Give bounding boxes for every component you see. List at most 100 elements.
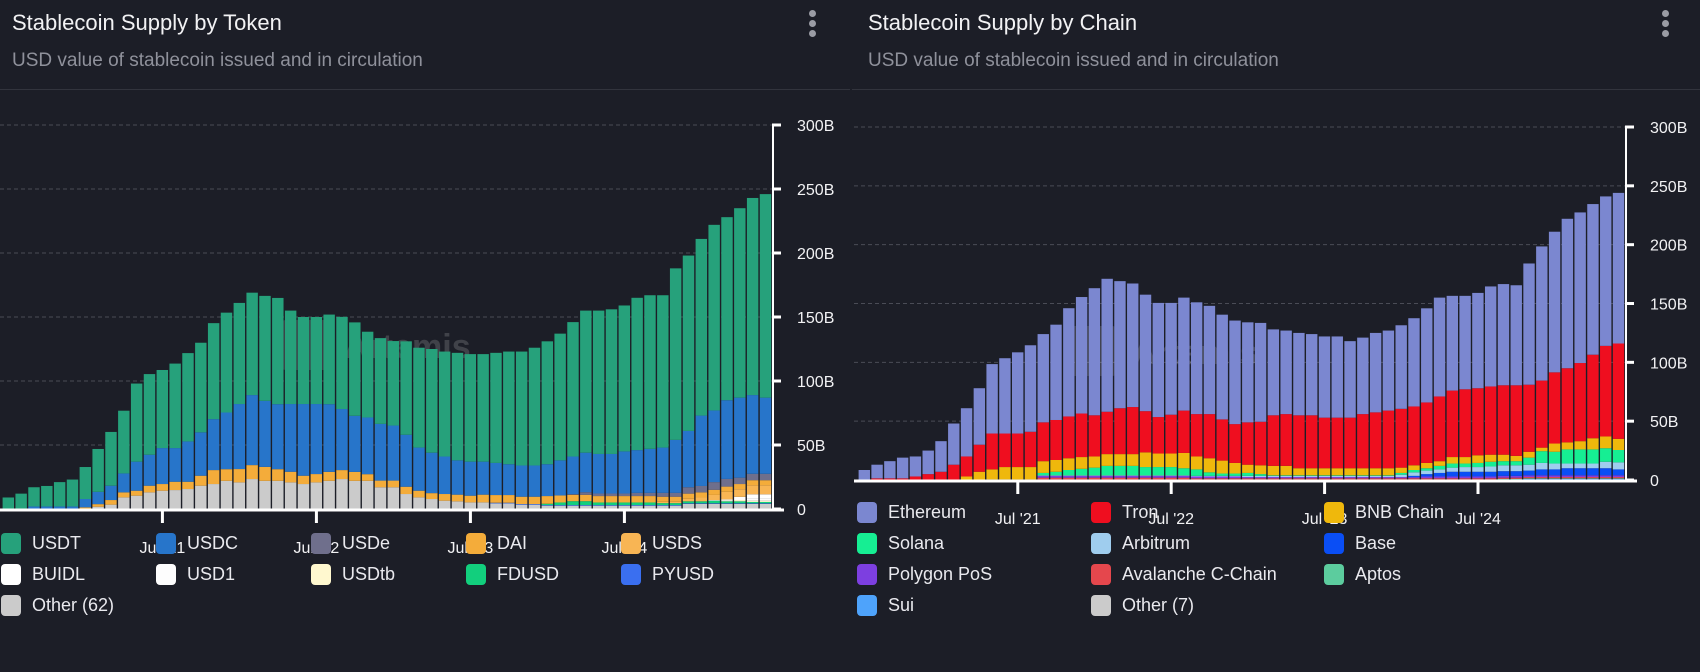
legend-item-usdc[interactable]: USDC <box>156 532 238 554</box>
bar-segment-avalanche-c-chain <box>1472 478 1484 480</box>
bar-segment-usdt <box>657 295 669 448</box>
bar-segment-fdusd <box>734 501 746 504</box>
bar-segment-sui <box>1548 478 1561 480</box>
legend-item-ethereum[interactable]: Ethereum <box>857 501 966 523</box>
bar-segment-usdt <box>682 255 695 431</box>
bar-segment-usds <box>695 497 708 502</box>
token-supply-chart: Artemis050B100B150B200B250B300BJul '21Ju… <box>0 118 834 557</box>
bar-segment-polygon-pos <box>1306 477 1318 479</box>
bar-segment-base <box>1433 472 1446 477</box>
bar-segment-aptos <box>1561 478 1574 479</box>
legend-item-base[interactable]: Base <box>1324 532 1396 554</box>
bar-segment-ethereum <box>1433 297 1446 397</box>
bar-segment-base <box>1548 469 1561 476</box>
bar-segment-arbitrum <box>1127 475 1139 476</box>
bar-segment-solana <box>1344 475 1356 476</box>
bar-segment-bnb-chain <box>1127 454 1139 466</box>
bar-segment-usdc <box>426 452 438 494</box>
legend-item-usds[interactable]: USDS <box>621 532 702 554</box>
bar-segment-other-62 <box>759 503 772 509</box>
bar-segment-fdusd <box>618 502 631 506</box>
legend-item-solana[interactable]: Solana <box>857 532 944 554</box>
legend-item-other-62[interactable]: Other (62) <box>1 594 114 616</box>
bar-segment-dai <box>657 496 669 502</box>
legend-item-tron[interactable]: Tron <box>1091 501 1158 523</box>
bar-segment-other-62 <box>220 480 233 509</box>
bar-segment-ethereum <box>1075 297 1088 414</box>
bar-segment-pyusd <box>734 503 746 504</box>
bar-segment-tron <box>1561 368 1574 443</box>
legend-item-usde[interactable]: USDe <box>311 532 390 554</box>
y-tick-label: 100B <box>797 374 834 391</box>
bar-segment-arbitrum <box>1165 475 1177 476</box>
bar-segment-base <box>1574 468 1586 476</box>
legend-item-buidl[interactable]: BUIDL <box>1 563 85 585</box>
bar-segment-avalanche-c-chain <box>1497 477 1510 479</box>
bar-segment-usdt <box>567 322 579 457</box>
bar-segment-solana <box>1127 465 1139 476</box>
legend-item-usd1[interactable]: USD1 <box>156 563 235 585</box>
legend-item-fdusd[interactable]: FDUSD <box>466 563 559 585</box>
bar-segment-ethereum <box>1369 332 1382 413</box>
bar-segment-tron <box>1063 416 1075 459</box>
bar-segment-buidl <box>721 499 733 501</box>
bar-segment-usdc <box>220 412 233 470</box>
bar-segment-dai <box>682 493 695 499</box>
bar-segment-avalanche-c-chain <box>1612 477 1625 479</box>
bar-segment-solana <box>1088 467 1101 476</box>
legend-item-bnb-chain[interactable]: BNB Chain <box>1324 501 1444 523</box>
bar-segment-dai <box>130 490 143 496</box>
bar-segment-usdt <box>349 322 361 416</box>
bar-segment-solana <box>1497 461 1510 466</box>
legend-label: Tron <box>1122 501 1159 522</box>
bar-segment-tron <box>1203 414 1216 459</box>
legend-label: Base <box>1355 532 1397 553</box>
legend-item-aptos[interactable]: Aptos <box>1324 563 1401 585</box>
more-options-menu-icon[interactable] <box>1658 10 1672 40</box>
legend-item-pyusd[interactable]: PYUSD <box>621 563 714 585</box>
y-tick-label: 150B <box>797 310 834 327</box>
bar-segment-solana <box>1357 475 1369 476</box>
legend-item-other-7[interactable]: Other (7) <box>1091 594 1194 616</box>
bar-segment-bnb-chain <box>1190 456 1203 470</box>
legend-swatch <box>311 563 331 585</box>
legend-item-usdtb[interactable]: USDtb <box>311 563 395 585</box>
bar-segment-avalanche-c-chain <box>1203 478 1216 480</box>
bar-segment-bnb-chain <box>1446 457 1459 464</box>
bar-segment-bnb-chain <box>1203 458 1216 473</box>
bar-segment-usdc <box>528 465 541 497</box>
bar-segment-tron <box>1433 396 1446 462</box>
bar-segment-usdc <box>464 461 477 496</box>
legend-swatch <box>156 532 176 554</box>
bar-segment-tron <box>1395 408 1407 468</box>
y-tick-label: 200B <box>1650 238 1687 255</box>
legend-item-arbitrum[interactable]: Arbitrum <box>1091 532 1190 554</box>
bar-segment-polygon-pos <box>1612 475 1625 478</box>
legend-label: DAI <box>497 532 528 553</box>
bar-segment-polygon-pos <box>1382 477 1395 479</box>
legend-item-sui[interactable]: Sui <box>857 594 914 616</box>
legend-item-polygon-pos[interactable]: Polygon PoS <box>857 563 992 585</box>
legend-item-usdt[interactable]: USDT <box>1 532 81 554</box>
bar-segment-usdt <box>272 297 284 405</box>
bar-segment-polygon-pos <box>1459 476 1471 479</box>
bar-segment-bnb-chain <box>1600 436 1612 449</box>
bar-segment-avalanche-c-chain <box>1587 477 1599 479</box>
bar-segment-usdc <box>746 395 759 474</box>
bar-segment-ethereum <box>1421 308 1433 403</box>
bar-segment-ethereum <box>1612 192 1625 344</box>
bar-segment-usdt <box>297 317 310 405</box>
bar-segment-bnb-chain <box>1178 452 1190 469</box>
legend-label: Sui <box>888 594 915 615</box>
bar-segment-arbitrum <box>1114 475 1126 476</box>
legend-item-avalanche-c-chain[interactable]: Avalanche C-Chain <box>1091 563 1277 585</box>
bar-segment-tron <box>1178 410 1190 453</box>
bar-segment-ethereum <box>1446 295 1459 391</box>
bar-segment-ethereum <box>1382 330 1395 411</box>
bar-segment-ethereum <box>1523 263 1535 385</box>
bar-segment-solana <box>1612 450 1625 463</box>
legend-item-dai[interactable]: DAI <box>466 532 527 554</box>
more-options-menu-icon[interactable] <box>805 10 819 40</box>
bar-segment-solana <box>1510 461 1522 466</box>
bar-segment-arbitrum <box>1216 475 1228 477</box>
